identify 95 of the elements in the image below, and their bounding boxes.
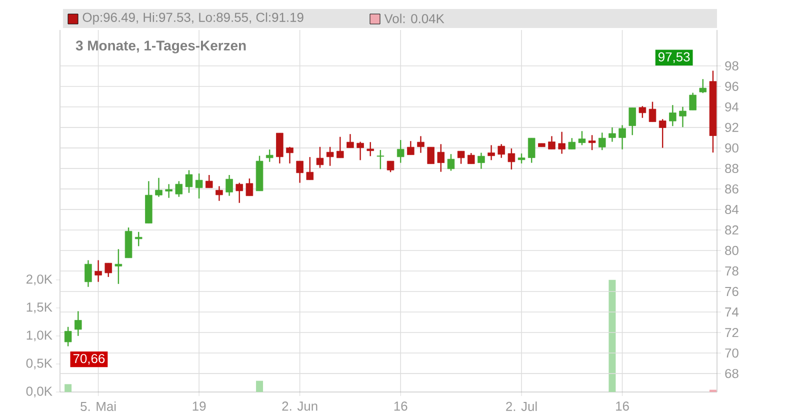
y-tick-label: 2,0K: [26, 274, 52, 286]
candlestick: [558, 131, 566, 154]
candlestick: [598, 132, 606, 151]
y2-tick-label: 92: [725, 122, 738, 132]
candlestick: [528, 137, 536, 164]
annotation: 97,53: [658, 52, 690, 64]
candlestick: [618, 124, 626, 150]
y-tick-label: 0,0K: [26, 386, 52, 398]
candlestick: [608, 126, 616, 142]
y2-tick-label: 76: [725, 286, 738, 296]
candlestick: [407, 140, 414, 156]
candlestick: [478, 152, 485, 170]
candlestick: [578, 130, 586, 146]
y2-tick-label: 72: [725, 328, 738, 338]
candlestick: [94, 260, 102, 282]
candlestick: [689, 92, 696, 111]
candlestick: [64, 326, 72, 347]
x-tick-label: 2. Jun: [282, 402, 318, 411]
candlestick: [356, 141, 364, 161]
candlestick: [376, 149, 384, 170]
y2-tick-label: 90: [725, 143, 738, 153]
annotation: 70,66: [73, 354, 105, 365]
candlestick: [246, 178, 254, 196]
bar: [608, 280, 616, 392]
candlestick: [488, 144, 495, 161]
candlestick: [326, 146, 334, 166]
candlestick: [427, 146, 434, 164]
bar: [64, 384, 72, 392]
candlestick: [316, 146, 324, 168]
candlestick: [306, 156, 314, 180]
x-tick-label: 16: [394, 402, 408, 411]
candlestick: [699, 78, 707, 94]
y-tick-label: 1,5K: [26, 302, 52, 314]
candlestick: [679, 106, 686, 128]
bar: [256, 380, 264, 392]
y2-tick-label: 68: [725, 368, 738, 378]
candlestick: [104, 262, 112, 278]
candlestick: [638, 105, 646, 118]
candlestick: [84, 260, 92, 288]
candlestick: [266, 148, 274, 162]
candlestick: [155, 177, 162, 198]
candlestick: [658, 118, 666, 148]
y2-tick-label: 78: [725, 266, 738, 276]
candlestick: [175, 180, 183, 198]
candlestick: [165, 184, 172, 198]
candlestick: [276, 132, 284, 164]
candlestick: [498, 144, 505, 158]
candlestick: [74, 310, 82, 337]
x-tick-label: 2. Jul: [506, 402, 537, 412]
candlestick: [286, 146, 294, 164]
candlestick: [236, 182, 243, 204]
candlestick: [548, 136, 556, 150]
candlestick: [346, 133, 354, 148]
candlestick: [437, 144, 445, 172]
candlestick: [296, 160, 304, 184]
candlestick: [588, 134, 596, 151]
candlestick: [447, 153, 455, 172]
y-tick-label: 0,5K: [26, 358, 52, 370]
x-tick-label: 19: [192, 402, 206, 411]
legend-label: Vol: 0.04K: [384, 14, 444, 24]
candlestick: [134, 231, 142, 247]
y2-tick-label: 96: [725, 82, 738, 91]
candlestick: [226, 174, 233, 196]
candlestick: [185, 170, 193, 194]
candlestick: [396, 139, 404, 164]
candlestick: [206, 174, 213, 188]
text: 3 Monate, 1-Tages-Kerzen: [76, 40, 246, 54]
legend-label: Op:96.49, Hi:97.53, Lo:89.55, Cl:91.19: [82, 12, 304, 25]
candlestick: [417, 136, 424, 154]
candlestick: [457, 150, 465, 164]
y2-tick-label: 82: [725, 225, 738, 235]
candlestick: [114, 248, 122, 285]
candlestick: [669, 104, 676, 127]
candlestick: [648, 101, 656, 122]
candlestick: [568, 137, 576, 150]
candlestick: [216, 186, 223, 202]
y-tick-label: 1,0K: [26, 330, 52, 342]
x-tick-label: 5. Mai: [80, 402, 116, 412]
x-tick-label: 16: [616, 402, 629, 411]
y2-tick-label: 94: [725, 102, 739, 112]
candlestick: [366, 141, 374, 157]
y2-tick-label: 84: [725, 204, 739, 214]
candlestick: [195, 172, 203, 200]
y2-tick-label: 86: [725, 184, 738, 194]
y2-tick-label: 80: [725, 246, 738, 256]
y2-tick-label: 98: [725, 61, 738, 70]
candlestick: [518, 152, 526, 164]
candlestick: [468, 152, 475, 164]
y2-tick-label: 88: [725, 164, 738, 174]
candlestick: [508, 148, 516, 170]
y2-tick-label: 74: [725, 308, 739, 316]
candlestick: [386, 160, 394, 173]
candlestick: [628, 107, 636, 136]
candlestick: [336, 136, 344, 158]
y2-tick-label: 70: [725, 348, 738, 358]
